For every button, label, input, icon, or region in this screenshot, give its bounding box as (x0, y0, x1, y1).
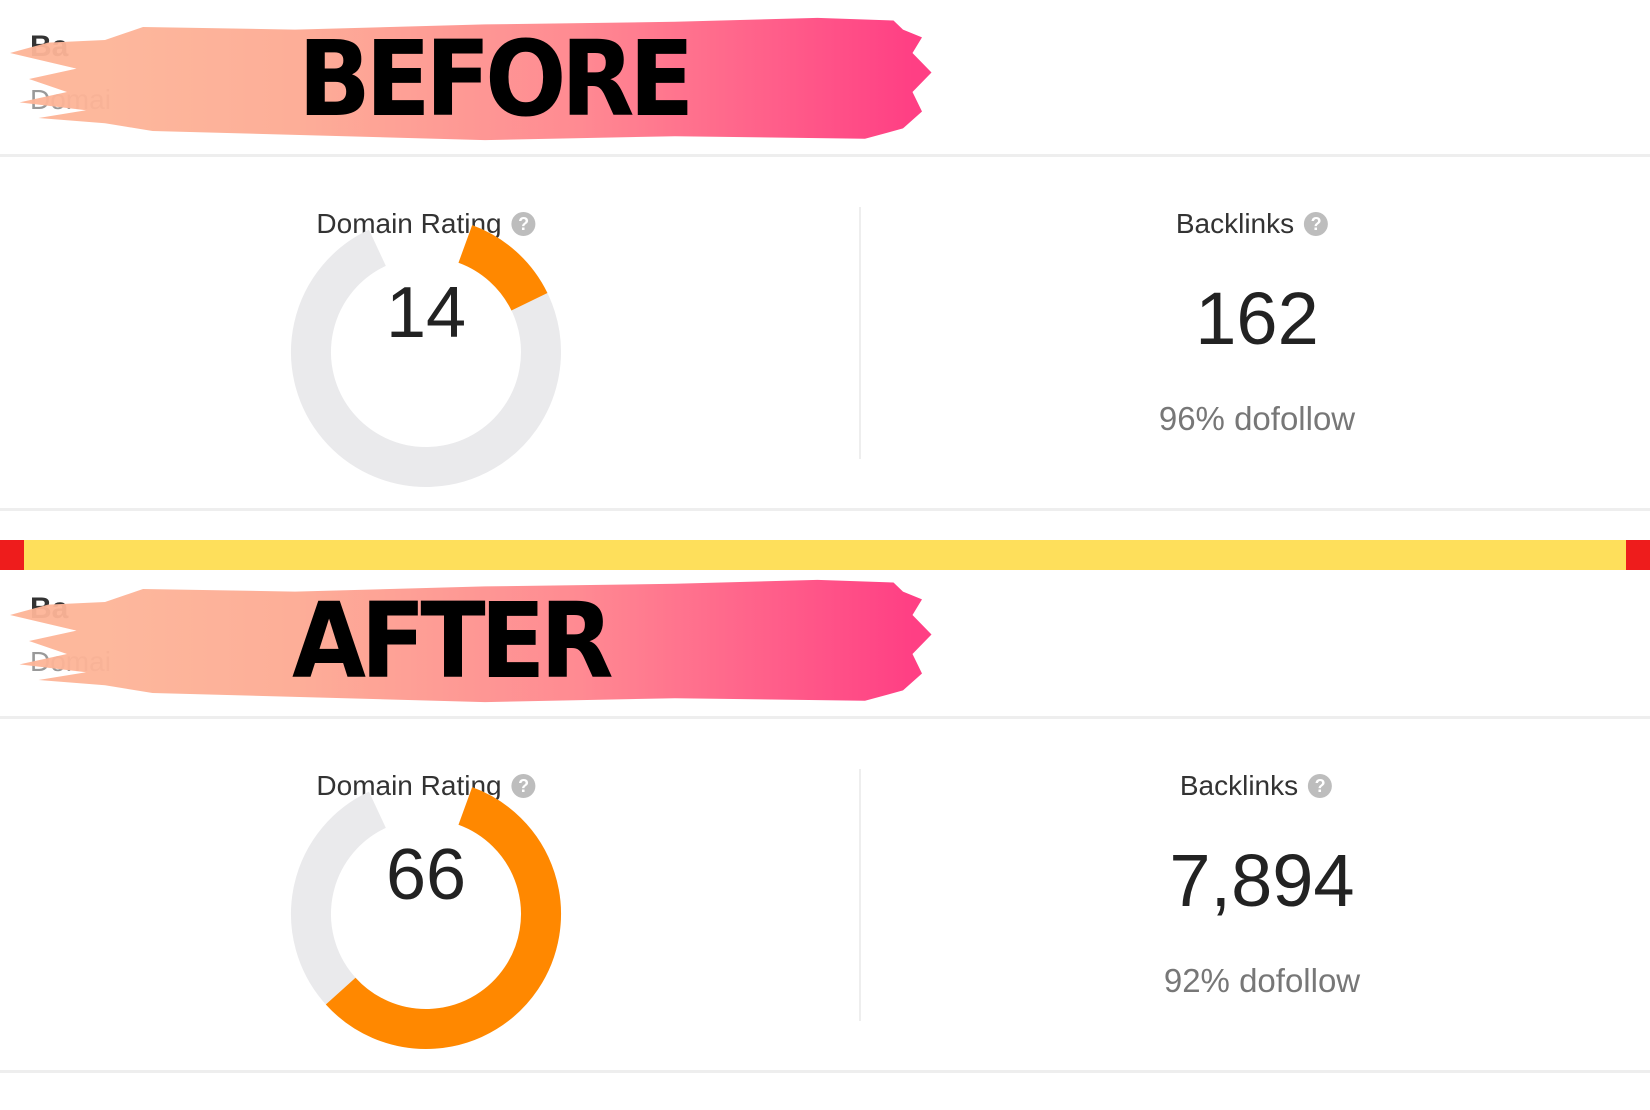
backlinks-value[interactable]: 162 (1195, 277, 1319, 360)
backlinks-label: Backlinks ? (1175, 208, 1329, 240)
column-divider (859, 769, 861, 1021)
brush-stroke-banner (10, 579, 932, 703)
question-circle-icon[interactable]: ? (511, 212, 536, 236)
separator-band-end (0, 540, 24, 570)
divider (0, 1070, 1650, 1073)
divider (0, 508, 1650, 511)
column-divider (859, 207, 861, 459)
backlinks-label-text: Backlinks (1179, 770, 1299, 801)
banner-label: AFTER (292, 580, 614, 702)
separator-band (0, 540, 1650, 570)
before-section: Ba Domai BEFORE Domain Rating ? 14 Backl… (0, 0, 1650, 540)
domain-rating-value: 14 (385, 273, 467, 353)
question-circle-icon[interactable]: ? (1308, 774, 1333, 798)
backlinks-label-text: Backlinks (1175, 208, 1295, 239)
divider (0, 716, 1650, 719)
divider (0, 154, 1650, 157)
brush-stroke-banner (10, 17, 932, 141)
backlinks-label: Backlinks ? (1179, 770, 1333, 802)
backlinks-value[interactable]: 7,894 (1169, 839, 1355, 922)
domain-rating-gauge (291, 787, 561, 1049)
separator-band-end (1626, 540, 1650, 570)
dofollow-percent: 96% dofollow (1158, 400, 1356, 437)
domain-rating-gauge (291, 225, 561, 487)
gauge-fill (325, 787, 561, 1049)
banner-label: BEFORE (298, 18, 694, 140)
gauge-track (291, 225, 561, 487)
gauge-fill (457, 225, 548, 312)
question-circle-icon[interactable]: ? (511, 774, 536, 798)
dofollow-percent: 92% dofollow (1163, 962, 1361, 999)
domain-rating-value: 66 (385, 835, 467, 915)
question-circle-icon[interactable]: ? (1304, 212, 1329, 236)
after-section: Ba Domai AFTER Domain Rating ? 66 Backli… (0, 562, 1650, 1102)
